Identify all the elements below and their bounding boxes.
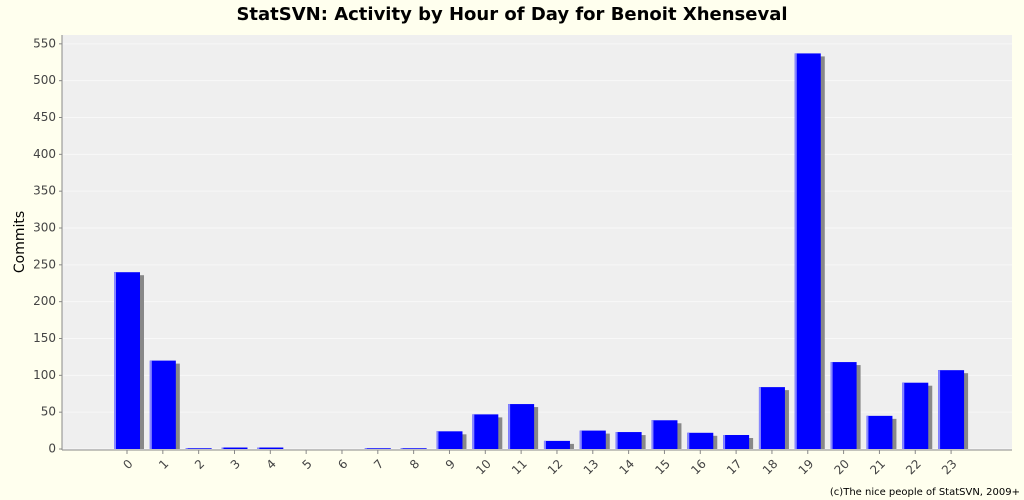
- y-tick-label: 50: [41, 405, 56, 419]
- bar-highlight: [149, 360, 152, 449]
- bar-highlight: [723, 435, 726, 449]
- plot-area: [62, 35, 1012, 449]
- bar: [579, 430, 606, 449]
- chart-title: StatSVN: Activity by Hour of Day for Ben…: [236, 4, 787, 25]
- bar: [651, 420, 678, 449]
- bar-highlight: [364, 448, 367, 449]
- bar-highlight: [866, 415, 869, 449]
- footer: (c)The nice people of StatSVN, 2009+: [830, 487, 1020, 498]
- y-tick-label: 500: [33, 73, 56, 87]
- bar-highlight: [472, 414, 475, 449]
- bar: [114, 272, 140, 449]
- y-axis-label: Commits: [12, 211, 28, 273]
- bar-highlight: [543, 440, 546, 449]
- bar-highlight: [794, 53, 797, 449]
- y-tick-label: 400: [33, 147, 56, 161]
- bar-highlight: [221, 447, 224, 449]
- bar-highlight: [185, 448, 188, 449]
- bar: [866, 415, 893, 449]
- bar: [830, 362, 857, 449]
- y-tick-label: 150: [33, 331, 56, 345]
- bar-highlight: [400, 448, 403, 449]
- bar-highlight: [508, 404, 511, 449]
- y-tick-label: 0: [48, 442, 56, 456]
- y-tick-label: 200: [33, 294, 56, 308]
- bar-highlight: [687, 432, 690, 449]
- bar: [758, 387, 785, 449]
- bar: [364, 448, 391, 449]
- bar: [400, 448, 427, 449]
- bar-highlight: [257, 447, 260, 449]
- bar: [723, 435, 750, 449]
- bar-highlight: [651, 420, 654, 449]
- y-tick-label: 350: [33, 184, 56, 198]
- bar: [794, 53, 821, 449]
- bar-highlight: [938, 370, 941, 449]
- y-tick-label: 250: [33, 257, 56, 271]
- y-tick-label: 300: [33, 221, 56, 235]
- bar: [902, 382, 929, 449]
- bar-highlight: [579, 430, 582, 449]
- y-tick-label: 450: [33, 110, 56, 124]
- bar-highlight: [436, 431, 439, 449]
- bar: [221, 447, 248, 449]
- bar-highlight: [902, 382, 905, 449]
- y-tick-label: 100: [33, 368, 56, 382]
- bar: [436, 431, 463, 449]
- bar: [185, 448, 212, 449]
- bar: [508, 404, 535, 449]
- y-tick-label: 550: [33, 36, 56, 50]
- bar-highlight: [615, 432, 618, 449]
- bar-highlight: [830, 362, 833, 449]
- bar: [615, 432, 642, 449]
- bar: [687, 432, 714, 449]
- bar: [257, 447, 284, 449]
- bar: [472, 414, 499, 449]
- bar: [938, 370, 965, 449]
- bar: [543, 440, 570, 449]
- bar-highlight: [758, 387, 761, 449]
- bar: [149, 360, 176, 449]
- bar-highlight: [114, 272, 116, 449]
